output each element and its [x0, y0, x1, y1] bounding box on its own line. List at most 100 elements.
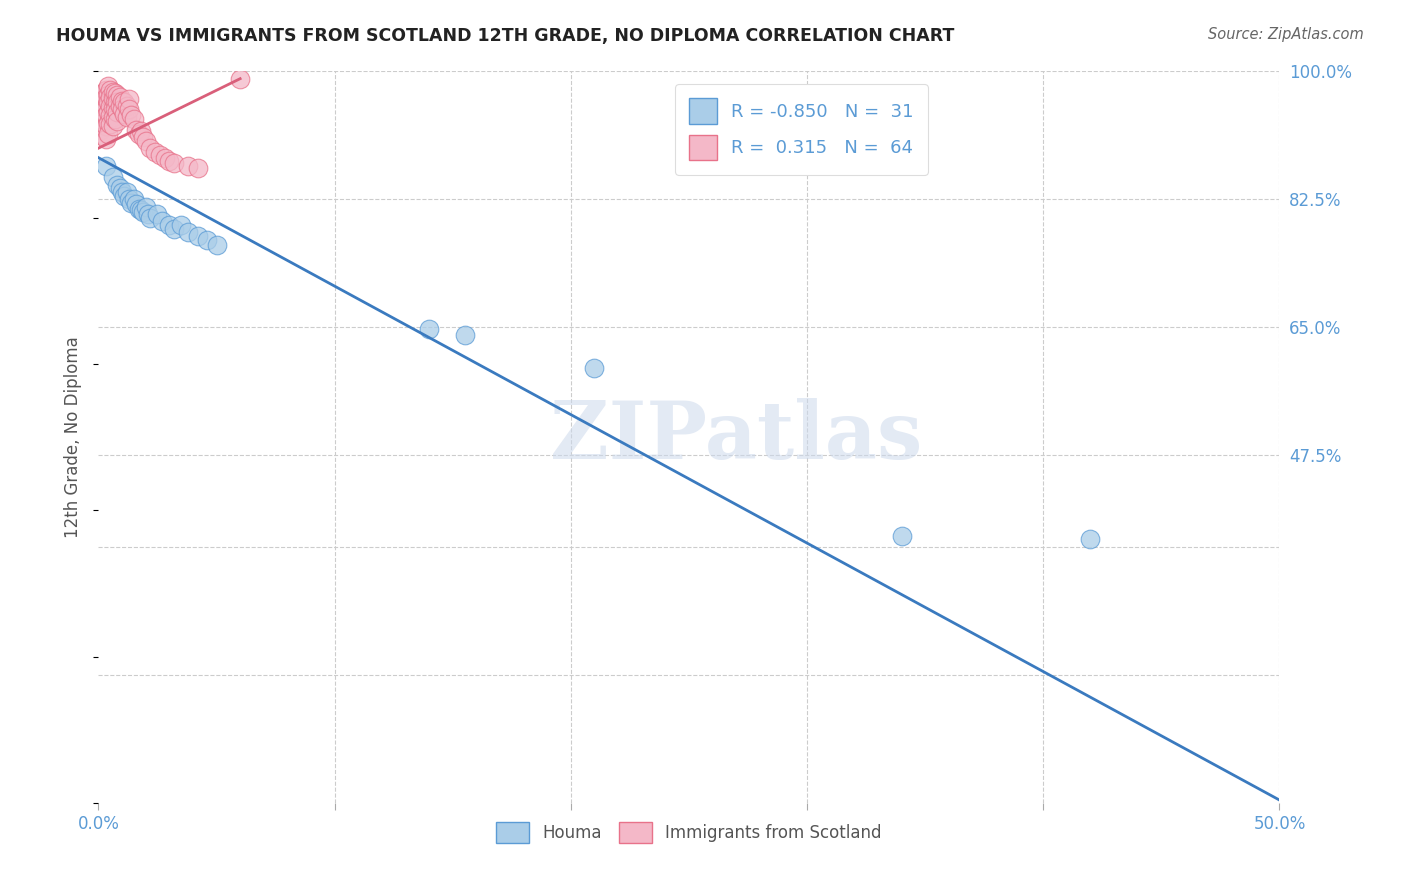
Point — [115, 99, 138, 113]
Point — [111, 185, 134, 199]
Point — [101, 92, 124, 106]
Point — [104, 103, 127, 117]
Point — [101, 85, 124, 99]
Point — [101, 119, 124, 133]
Point — [97, 78, 120, 93]
Point — [97, 104, 120, 119]
Point — [139, 141, 162, 155]
Point — [104, 112, 127, 126]
Point — [129, 124, 152, 138]
Point — [177, 160, 200, 174]
Point — [139, 211, 162, 225]
Point — [157, 153, 180, 168]
Point — [115, 110, 138, 124]
Point — [125, 123, 148, 137]
Point — [195, 233, 218, 247]
Y-axis label: 12th Grade, No Diploma: 12th Grade, No Diploma — [65, 336, 83, 538]
Legend: Houma, Immigrants from Scotland: Houma, Immigrants from Scotland — [489, 815, 889, 849]
Point — [121, 108, 143, 122]
Point — [91, 115, 114, 129]
Point — [132, 130, 155, 145]
Point — [229, 71, 252, 86]
Point — [98, 83, 121, 97]
Point — [118, 103, 141, 117]
Point — [91, 87, 114, 101]
Point — [101, 170, 124, 185]
Point — [135, 134, 157, 148]
Point — [157, 218, 180, 232]
Point — [90, 123, 112, 137]
Point — [187, 228, 209, 243]
Text: Source: ZipAtlas.com: Source: ZipAtlas.com — [1208, 27, 1364, 42]
Point — [94, 131, 117, 145]
Point — [104, 95, 127, 109]
Point — [91, 104, 114, 119]
Point — [98, 108, 121, 122]
Point — [418, 322, 440, 336]
Point — [115, 185, 138, 199]
Point — [128, 202, 150, 216]
Point — [153, 151, 176, 165]
Point — [135, 200, 157, 214]
Point — [143, 145, 166, 159]
Point — [187, 161, 209, 175]
Point — [205, 238, 228, 252]
Text: ZIPatlas: ZIPatlas — [550, 398, 922, 476]
Point — [105, 114, 128, 128]
Point — [146, 207, 169, 221]
Point — [177, 225, 200, 239]
Point — [118, 92, 141, 106]
Point — [112, 188, 135, 202]
Point — [583, 360, 606, 375]
Point — [91, 128, 114, 143]
Point — [104, 87, 127, 101]
Point — [101, 101, 124, 115]
Point — [128, 127, 150, 141]
Point — [122, 112, 145, 126]
Point — [108, 90, 131, 104]
Point — [112, 95, 135, 109]
Point — [101, 110, 124, 124]
Point — [125, 197, 148, 211]
Point — [108, 181, 131, 195]
Point — [1080, 533, 1102, 547]
Point — [118, 193, 141, 207]
Point — [163, 156, 186, 170]
Point — [136, 207, 159, 221]
Text: HOUMA VS IMMIGRANTS FROM SCOTLAND 12TH GRADE, NO DIPLOMA CORRELATION CHART: HOUMA VS IMMIGRANTS FROM SCOTLAND 12TH G… — [56, 27, 955, 45]
Point — [105, 95, 128, 109]
Point — [97, 95, 120, 109]
Point — [170, 218, 193, 232]
Point — [98, 90, 121, 104]
Point — [122, 193, 145, 207]
Point — [98, 117, 121, 131]
Point — [90, 108, 112, 122]
Point — [890, 529, 912, 543]
Point — [98, 99, 121, 113]
Point — [94, 90, 117, 104]
Point — [105, 104, 128, 119]
Point — [90, 94, 112, 108]
Point — [129, 203, 152, 218]
Point — [112, 107, 135, 121]
Point — [97, 87, 120, 102]
Point — [94, 83, 117, 97]
Point — [105, 178, 128, 192]
Point — [149, 148, 172, 162]
Point — [97, 115, 120, 129]
Point — [121, 196, 143, 211]
Point — [111, 94, 134, 108]
Point — [105, 87, 128, 102]
Point — [97, 127, 120, 141]
Point — [94, 160, 117, 174]
Point — [108, 99, 131, 113]
Point — [94, 101, 117, 115]
Point — [163, 221, 186, 235]
Point — [94, 119, 117, 133]
Point — [94, 108, 117, 122]
Point — [91, 97, 114, 112]
Point — [111, 103, 134, 117]
Point — [150, 214, 173, 228]
Point — [453, 327, 475, 342]
Point — [132, 204, 155, 219]
